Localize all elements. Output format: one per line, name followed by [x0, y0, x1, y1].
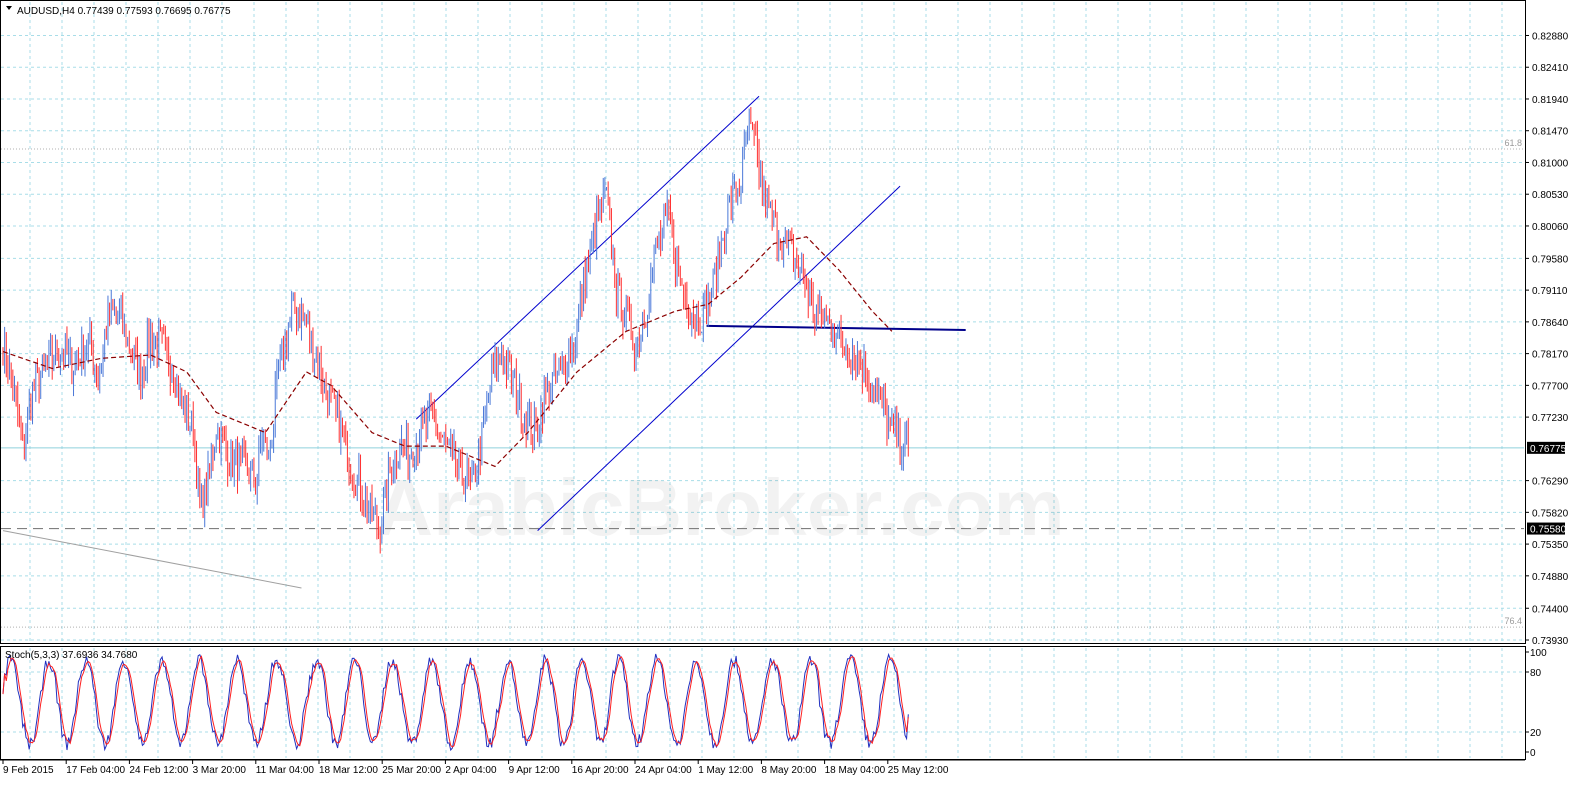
stoch-tick-label: 0 — [1530, 748, 1536, 759]
time-tick-label: 25 May 12:00 — [888, 765, 949, 776]
time-tick-label: 25 Mar 20:00 — [382, 765, 441, 776]
watermark: ArabicBroker.com — [375, 463, 1064, 552]
price-axis: 0.82880 0.82410 0.81940 0.81470 0.81000 0.805… — [1525, 31, 1569, 647]
price-tick-label: 0.78170 — [1532, 350, 1569, 361]
trend-drawings — [2, 95, 966, 589]
time-tick-label: 2 Apr 04:00 — [445, 765, 497, 776]
time-tick-label: 18 May 04:00 — [825, 765, 886, 776]
price-tick-label: 0.81470 — [1532, 127, 1569, 138]
stoch-label: Stoch(5,3,3) 37.6936 34.7680 — [5, 650, 138, 661]
grey-trendline — [2, 530, 302, 589]
ma-line — [2, 236, 893, 468]
price-tick-label: 0.81940 — [1532, 95, 1569, 106]
price-tick-label: 0.82880 — [1532, 31, 1569, 42]
time-tick-label: 1 May 12:00 — [698, 765, 753, 776]
time-tick-label: 24 Apr 04:00 — [635, 765, 692, 776]
price-tick-label: 0.80060 — [1532, 222, 1569, 233]
price-tick-label: 0.80530 — [1532, 190, 1569, 201]
channel-upper-line — [415, 95, 760, 420]
time-tick-label: 24 Feb 12:00 — [129, 765, 188, 776]
support-price-label: 0.75580 — [1530, 525, 1567, 536]
price-tick-label: 0.82410 — [1532, 63, 1569, 74]
stoch-main-line — [2, 652, 909, 752]
time-axis: 9 Feb 2015 17 Feb 04:00 24 Feb 12:00 3 Mar … — [0, 759, 1525, 776]
current-price-label: 0.76775 — [1530, 444, 1567, 455]
time-tick-label: 3 Mar 20:00 — [193, 765, 247, 776]
support-price-badge — [1527, 522, 1565, 535]
time-tick-label: 18 Mar 12:00 — [319, 765, 378, 776]
stoch-signal-line — [2, 655, 909, 748]
stoch-tick-label: 20 — [1530, 728, 1542, 739]
symbol-dropdown-icon[interactable] — [6, 6, 12, 10]
price-tick-label: 0.77700 — [1532, 381, 1569, 392]
time-tick-label: 9 Feb 2015 — [3, 765, 54, 776]
price-tick-label: 0.77230 — [1532, 413, 1569, 424]
fib-label: 61.8 — [1504, 138, 1522, 148]
stochastic-lines — [2, 652, 909, 752]
price-tick-label: 0.81000 — [1532, 158, 1569, 169]
fib-label: 76.4 — [1504, 616, 1522, 626]
time-tick-label: 8 May 20:00 — [761, 765, 816, 776]
time-tick-label: 9 Apr 12:00 — [509, 765, 561, 776]
moving-average — [2, 236, 893, 468]
current-price-badge — [1527, 441, 1565, 454]
channel-lower-line — [537, 185, 901, 531]
price-tick-label: 0.74400 — [1532, 604, 1569, 615]
time-tick-label: 16 Apr 20:00 — [572, 765, 629, 776]
price-tick-label: 0.79110 — [1532, 286, 1568, 297]
price-tick-label: 0.76290 — [1532, 477, 1569, 488]
price-tick-label: 0.73930 — [1532, 636, 1569, 647]
time-tick-label: 11 Mar 04:00 — [256, 765, 315, 776]
price-tick-label: 0.75350 — [1532, 540, 1569, 551]
symbol-label: AUDUSD,H4 0.77439 0.77593 0.76695 0.7677… — [17, 6, 231, 17]
price-tick-label: 0.78640 — [1532, 318, 1569, 329]
price-levels: 61.8 76.4 — [1, 138, 1524, 628]
price-tick-label: 0.74880 — [1532, 572, 1569, 583]
price-tick-label: 0.75820 — [1532, 508, 1569, 519]
resistance-line — [706, 324, 966, 331]
stoch-tick-label: 80 — [1530, 668, 1542, 679]
price-tick-label: 0.79580 — [1532, 254, 1569, 265]
stoch-tick-label: 100 — [1530, 648, 1547, 659]
time-tick-label: 17 Feb 04:00 — [66, 765, 125, 776]
stoch-axis: 100 80 20 0 — [1525, 648, 1547, 759]
candles — [2, 107, 909, 554]
